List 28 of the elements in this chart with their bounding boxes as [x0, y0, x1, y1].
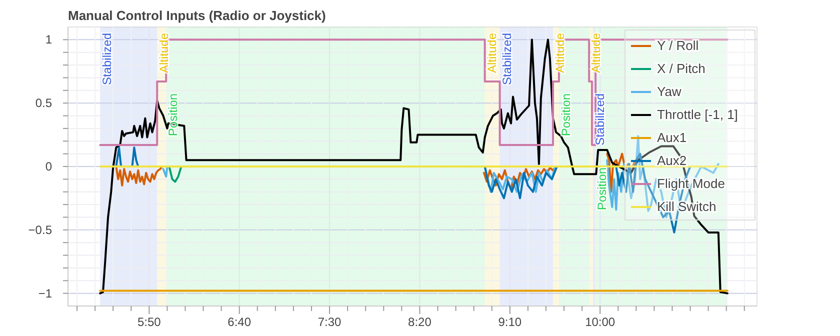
band-label: Stabilized	[500, 33, 514, 86]
legend-label: Y / Roll	[657, 38, 699, 53]
legend-label: Aux1	[657, 130, 687, 145]
band-label: Position	[166, 93, 180, 136]
band-label: Altitude	[484, 32, 499, 74]
band-label: Altitude	[157, 32, 172, 74]
legend-label: Yaw	[657, 84, 682, 99]
x-tick-label: 7:30	[318, 315, 342, 329]
x-tick-label: 6:40	[228, 315, 252, 329]
x-tick-label: 5:50	[137, 315, 162, 329]
band-label: Altitude	[589, 32, 604, 74]
line-series	[168, 166, 182, 183]
band-label: Altitude	[553, 32, 568, 74]
x-tick-label: 10:00	[585, 315, 616, 329]
y-tick-label: −0.5	[28, 222, 52, 237]
band-label: Position	[558, 93, 573, 136]
chart-title: Manual Control Inputs (Radio or Joystick)	[68, 8, 326, 23]
x-tick-label: 8:20	[408, 315, 432, 329]
legend-label: Throttle [-1, 1]	[657, 107, 738, 122]
y-tick-label: 0.5	[35, 96, 52, 110]
band-label: Position	[595, 167, 610, 210]
y-tick-label: 0	[45, 160, 52, 174]
y-tick-label: −1	[38, 286, 52, 300]
band-label: Stabilized	[100, 33, 114, 86]
band-label: Stabilized	[593, 93, 608, 146]
y-tick-label: 1	[45, 32, 52, 47]
legend-label: X / Pitch	[657, 61, 706, 76]
x-tick-label: 9:10	[498, 315, 522, 329]
